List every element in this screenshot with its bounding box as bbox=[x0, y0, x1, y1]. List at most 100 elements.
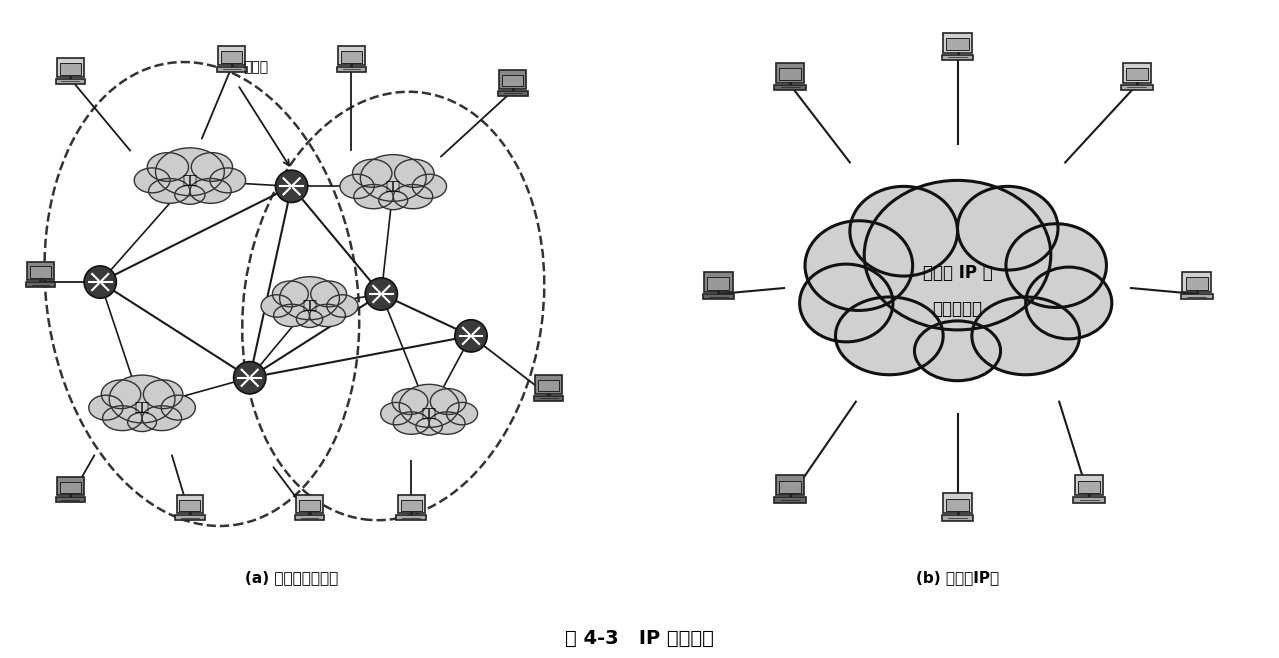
Ellipse shape bbox=[142, 406, 182, 430]
Ellipse shape bbox=[446, 403, 477, 425]
Ellipse shape bbox=[340, 174, 375, 199]
Bar bbox=[946, 38, 968, 50]
Bar bbox=[503, 75, 523, 86]
Ellipse shape bbox=[862, 236, 999, 340]
Bar bbox=[703, 272, 733, 292]
Ellipse shape bbox=[147, 153, 188, 182]
Bar bbox=[1078, 480, 1100, 493]
Text: 网络: 网络 bbox=[386, 180, 400, 193]
Ellipse shape bbox=[297, 311, 322, 328]
Bar bbox=[26, 282, 55, 287]
Ellipse shape bbox=[849, 186, 958, 276]
Bar bbox=[398, 495, 425, 513]
Bar bbox=[500, 70, 526, 89]
Ellipse shape bbox=[134, 168, 170, 193]
Bar bbox=[217, 66, 247, 72]
Bar bbox=[775, 476, 804, 495]
Ellipse shape bbox=[865, 180, 1051, 330]
Bar bbox=[943, 33, 972, 53]
Ellipse shape bbox=[804, 220, 913, 311]
Bar bbox=[221, 51, 242, 63]
Ellipse shape bbox=[412, 174, 446, 199]
Ellipse shape bbox=[272, 281, 308, 307]
Ellipse shape bbox=[274, 304, 310, 326]
Ellipse shape bbox=[148, 178, 189, 203]
Ellipse shape bbox=[958, 186, 1058, 270]
Bar bbox=[774, 85, 806, 90]
Ellipse shape bbox=[311, 281, 347, 307]
Bar bbox=[538, 380, 559, 392]
Bar bbox=[27, 262, 54, 280]
Ellipse shape bbox=[310, 304, 345, 326]
Bar bbox=[1122, 85, 1152, 90]
Bar bbox=[299, 499, 320, 511]
Ellipse shape bbox=[102, 406, 142, 430]
Ellipse shape bbox=[261, 295, 292, 317]
Bar bbox=[294, 515, 325, 520]
Bar bbox=[498, 91, 528, 95]
Bar bbox=[55, 497, 84, 502]
Ellipse shape bbox=[381, 403, 412, 425]
Ellipse shape bbox=[394, 159, 434, 188]
Bar bbox=[1186, 277, 1207, 290]
Text: 虚拟的 IP 网: 虚拟的 IP 网 bbox=[922, 264, 993, 282]
Ellipse shape bbox=[210, 168, 246, 193]
Ellipse shape bbox=[430, 389, 467, 415]
Ellipse shape bbox=[109, 375, 175, 423]
Circle shape bbox=[84, 266, 116, 298]
Bar bbox=[535, 395, 564, 401]
Bar bbox=[1123, 63, 1151, 82]
Bar bbox=[179, 499, 201, 511]
Ellipse shape bbox=[835, 297, 943, 375]
Bar bbox=[56, 59, 83, 77]
Bar bbox=[1074, 476, 1104, 495]
Bar bbox=[177, 495, 203, 513]
Bar bbox=[338, 46, 365, 64]
Ellipse shape bbox=[393, 412, 430, 434]
Text: 网络: 网络 bbox=[134, 401, 150, 414]
Bar bbox=[55, 79, 84, 84]
Ellipse shape bbox=[143, 380, 183, 409]
Bar bbox=[941, 515, 973, 520]
Text: （互联网）: （互联网） bbox=[932, 300, 982, 318]
Bar bbox=[779, 480, 801, 493]
Bar bbox=[536, 375, 563, 393]
Ellipse shape bbox=[1007, 224, 1106, 307]
Text: 图 4-3   IP 网的概念: 图 4-3 IP 网的概念 bbox=[565, 629, 714, 647]
Ellipse shape bbox=[161, 395, 196, 420]
Bar bbox=[175, 515, 205, 520]
Ellipse shape bbox=[156, 148, 224, 195]
Text: 网络: 网络 bbox=[302, 299, 317, 313]
Ellipse shape bbox=[886, 255, 1030, 351]
Ellipse shape bbox=[189, 178, 231, 203]
Ellipse shape bbox=[393, 184, 432, 209]
Bar bbox=[702, 294, 734, 299]
Ellipse shape bbox=[280, 277, 339, 320]
Text: (b) 虚拟的IP网: (b) 虚拟的IP网 bbox=[916, 570, 999, 586]
Ellipse shape bbox=[914, 321, 1000, 381]
Ellipse shape bbox=[327, 295, 358, 317]
Ellipse shape bbox=[393, 389, 428, 415]
Bar bbox=[779, 68, 801, 80]
Bar bbox=[707, 277, 729, 290]
Bar bbox=[1126, 68, 1149, 80]
Ellipse shape bbox=[416, 418, 443, 435]
Bar bbox=[219, 46, 246, 64]
Text: 网络: 网络 bbox=[183, 174, 197, 187]
Ellipse shape bbox=[379, 191, 408, 210]
Bar bbox=[297, 495, 322, 513]
Ellipse shape bbox=[128, 413, 156, 432]
Text: (a) 实际的互连网络: (a) 实际的互连网络 bbox=[246, 570, 338, 586]
Text: 网络: 网络 bbox=[422, 407, 436, 420]
Bar bbox=[941, 55, 973, 60]
Circle shape bbox=[234, 362, 266, 394]
Text: 路由器: 路由器 bbox=[243, 60, 269, 74]
Ellipse shape bbox=[799, 264, 893, 342]
Ellipse shape bbox=[192, 153, 233, 182]
Bar bbox=[60, 482, 81, 493]
Bar bbox=[943, 494, 972, 513]
Ellipse shape bbox=[1026, 267, 1111, 339]
Ellipse shape bbox=[361, 155, 426, 201]
Circle shape bbox=[455, 320, 487, 352]
Bar bbox=[400, 499, 422, 511]
